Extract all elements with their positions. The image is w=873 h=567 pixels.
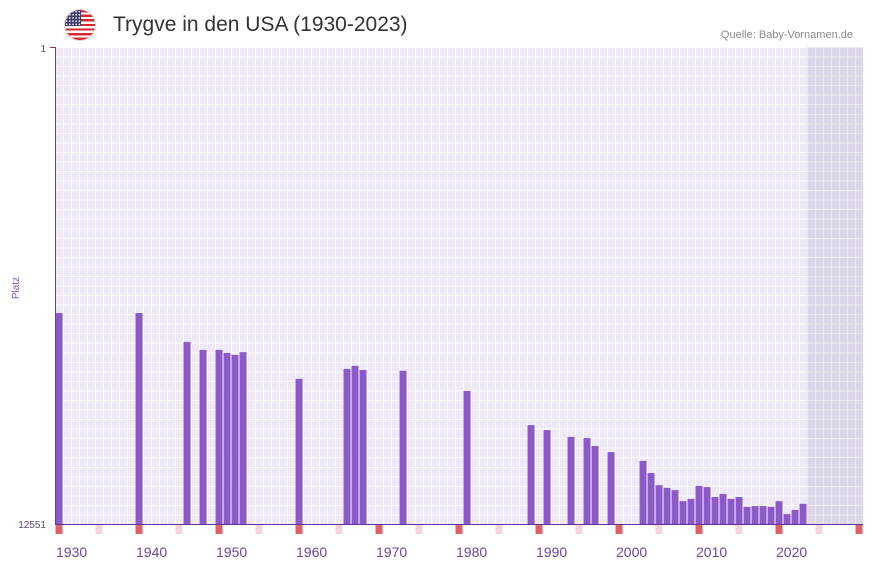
source-credit: Quelle: Baby-Vornamen.de: [720, 29, 853, 41]
x-tick-label-1930: 1930: [56, 544, 87, 560]
bar-1997: [591, 446, 599, 524]
bar-2011: [703, 487, 711, 524]
bar-1952: [231, 354, 239, 524]
decade-marker-1970: [375, 525, 383, 534]
bar-2007: [671, 490, 679, 524]
bar-2016: [743, 506, 751, 524]
us-flag-icon: [65, 10, 95, 40]
decade-marker-2010: [695, 525, 703, 534]
half-decade-marker-1965: [335, 525, 343, 534]
decade-marker-1930: [55, 525, 63, 534]
bar-2014: [727, 498, 735, 524]
bar-2023: [799, 503, 807, 524]
half-decade-marker-1975: [415, 525, 423, 534]
y-axis-title: Platz: [11, 277, 22, 299]
half-decade-marker-1945: [175, 525, 183, 534]
bar-2021: [783, 514, 791, 524]
decade-marker-1990: [535, 525, 543, 534]
bar-1966: [343, 368, 351, 524]
decade-marker-1980: [455, 525, 463, 534]
bar-1950: [215, 349, 223, 524]
bar-2004: [647, 473, 655, 524]
decade-marker-1950: [215, 525, 223, 534]
bar-2009: [687, 498, 695, 524]
chart-title: Trygve in den USA (1930-2023): [113, 13, 408, 36]
y-axis-bottom-label: 12551: [18, 520, 46, 531]
bar-1991: [543, 430, 551, 524]
decade-marker-1960: [295, 525, 303, 534]
bar-2006: [663, 487, 671, 524]
decade-marker-2030: [855, 525, 863, 534]
bar-2018: [759, 506, 767, 524]
x-tick-label-1940: 1940: [136, 544, 167, 560]
bar-2017: [751, 506, 759, 524]
x-tick-labels: 1930 1940 1950 1960 1970 1980 1990 2000 2010 2020: [56, 544, 807, 560]
half-decade-marker-1995: [575, 525, 583, 534]
bar-1946: [183, 341, 191, 524]
x-tick-label-1960: 1960: [296, 544, 327, 560]
bar-1960: [295, 378, 303, 524]
half-decade-marker-2005: [655, 525, 663, 534]
bar-1968: [359, 370, 367, 524]
year-markers: [55, 525, 863, 534]
bar-1973: [399, 370, 407, 524]
x-tick-label-1950: 1950: [216, 544, 247, 560]
bar-1948: [199, 349, 207, 524]
bar-2010: [695, 485, 703, 524]
bar-1999: [607, 452, 615, 524]
half-decade-marker-1955: [255, 525, 263, 534]
decade-marker-2000: [615, 525, 623, 534]
bar-2015: [735, 496, 743, 524]
half-decade-marker-1985: [495, 525, 503, 534]
bar-1951: [223, 352, 231, 524]
bar-2019: [767, 506, 775, 524]
x-tick-label-1990: 1990: [536, 544, 567, 560]
bar-1996: [583, 438, 591, 524]
x-tick-label-1980: 1980: [456, 544, 487, 560]
x-tick-label-2000: 2000: [616, 544, 647, 560]
bars: [55, 313, 807, 524]
x-tick-label-1970: 1970: [376, 544, 407, 560]
bar-1967: [351, 365, 359, 524]
y-axis-top-label: 1: [40, 44, 46, 55]
decade-marker-2020: [775, 525, 783, 534]
bar-2020: [775, 501, 783, 524]
flag-canton: [65, 10, 81, 26]
bar-1994: [567, 436, 575, 524]
bar-2012: [711, 496, 719, 524]
bar-2005: [655, 485, 663, 524]
bar-1953: [239, 352, 247, 524]
bar-2003: [639, 460, 647, 524]
bar-2022: [791, 509, 799, 524]
bar-2013: [719, 493, 727, 524]
bar-1981: [463, 390, 471, 524]
x-tick-label-2010: 2010: [696, 544, 727, 560]
bar-1989: [527, 425, 535, 524]
x-tick-label-2020: 2020: [776, 544, 807, 560]
half-decade-marker-1935: [95, 525, 103, 534]
bar-1930: [55, 313, 63, 524]
half-decade-marker-2015: [735, 525, 743, 534]
half-decade-marker-2025: [815, 525, 823, 534]
decade-marker-1940: [135, 525, 143, 534]
bar-1940: [135, 313, 143, 524]
future-years-shade: [807, 47, 863, 524]
bar-2008: [679, 501, 687, 524]
